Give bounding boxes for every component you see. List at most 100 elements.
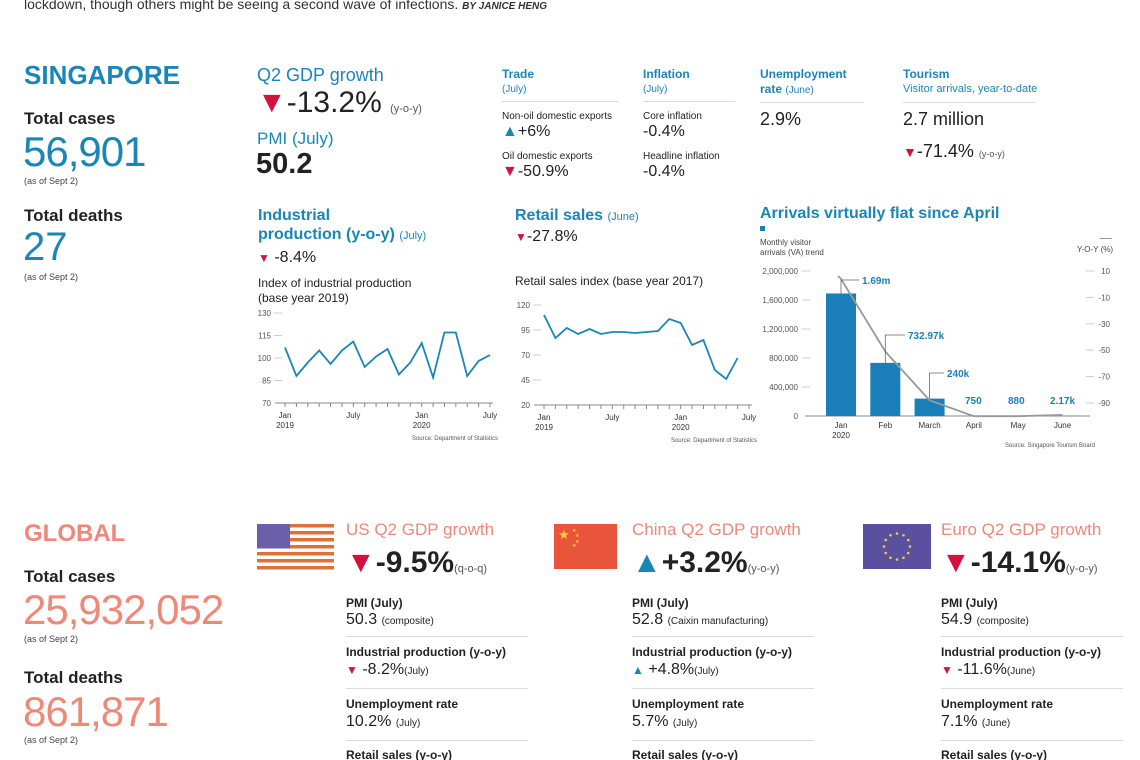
y-tick-label: 2,000,000 [762,267,798,276]
bar-legend-swatch [760,226,765,231]
y-tick-label: 100 [258,354,272,363]
china-flag-icon: ★ ★★★★ [554,524,617,569]
sg-gdp: ▼-13.2% (y-o-y) [257,86,422,120]
value: -11.6% [957,661,1007,678]
value: 7.1% [941,713,978,730]
y-tick-label: 20 [521,401,530,410]
value: -8.4% [274,249,317,266]
x-tick-label: July [346,411,360,420]
line-legend-swatch [1100,238,1112,239]
eu-star [889,533,892,537]
region-ip: ▼ -11.6%(June) [941,661,1035,679]
region-gdp-title: Euro Q2 GDP growth [941,520,1102,539]
y2-tick-label: -50 [1098,346,1110,355]
region-gdp: ▲+3.2%(y-o-y) [632,546,779,580]
sg-gdp-unit: (y-o-y) [390,103,422,115]
tourism-label: Tourism [903,67,950,81]
data-label: 732.97k [908,331,945,342]
value: 10.2% [346,713,392,730]
sg-gdp-label: Q2 GDP growth [257,65,384,85]
region-ip-label: Industrial production (y-o-y) [632,645,792,659]
x-tick-sublabel: 2020 [672,423,690,432]
data-label: 240k [947,369,970,380]
svg-text:★: ★ [575,533,580,539]
divider [632,740,814,741]
region-pmi-label: PMI (July) [346,596,403,610]
us-flag-icon [257,524,334,570]
retail-chart-title: Retail sales index (base year 2017) [515,274,704,288]
x-tick-label: July [483,411,497,420]
value: -50.9% [517,163,569,180]
period: (June) [785,85,814,96]
value: 52.8 [632,611,664,628]
region-retail-label: Retail sales (y-o-y) [941,748,1048,760]
y-tick-label: 1,600,000 [762,296,798,305]
sg-pmi-label: PMI (July) [257,129,334,148]
region-pmi-label: PMI (July) [941,596,998,610]
region-pmi: 54.9 (composite) [941,611,1029,629]
region-pmi-label: PMI (July) [632,596,689,610]
intro-sentence: lockdown, though others might be seeing … [24,0,459,12]
x-tick-label: Jan [674,413,687,422]
sg-cases-value: 56,901 [23,128,146,175]
bar [870,362,901,416]
trade-period: (July) [502,84,527,95]
unit: (y-o-y) [978,149,1005,159]
down-triangle-icon: ▼ [257,86,287,119]
trade-item-value: ▼-50.9% [502,163,569,181]
note: (July) [672,718,698,729]
industrial-chart-subtitle: (base year 2019) [258,291,349,305]
sg-deaths-value: 27 [23,225,68,269]
divider [941,688,1123,689]
unit: (y-o-y) [747,563,780,575]
series-line [284,331,491,381]
region-pmi: 52.8 (Caixin manufacturing) [632,611,768,629]
divider [941,636,1123,637]
eu-star [906,551,910,555]
y2-tick-label: 10 [1101,267,1110,276]
down-triangle-icon: ▼ [903,144,917,160]
eu-flag-icon [863,524,931,569]
eu-star [882,545,886,548]
y2-tick-label: -70 [1098,373,1110,382]
svg-text:★: ★ [575,539,580,545]
left-axis-label: Monthly visitor [760,238,812,247]
yoy-line [837,275,1063,418]
eu-star [902,533,905,537]
value: +6% [517,123,551,140]
value: 5.7% [632,713,669,730]
y-tick-label: 130 [258,309,272,318]
divider [903,102,1036,103]
region-gdp: ▼-9.5%(q-o-q) [346,546,487,580]
industrial-title-2: production (y-o-y) (July) [258,226,426,244]
unemployment-label-2: rate (June) [760,82,814,96]
eu-star [902,556,905,560]
unit: (y-o-y) [1065,563,1098,575]
trade-item-value: ▲+6% [502,123,550,141]
tourism-sublabel: Visitor arrivals, year-to-date [903,83,1038,95]
title: production (y-o-y) [258,226,395,243]
trade-item-label: Oil domestic exports [502,151,593,162]
global-heading: GLOBAL [24,520,126,547]
note: (July) [694,666,719,677]
svg-text:★: ★ [572,543,577,549]
divider [346,636,528,637]
x-tick-sublabel: 2019 [535,423,553,432]
y2-tick-label: -10 [1098,293,1110,302]
region-ue-label: Unemployment rate [632,697,745,711]
divider [346,688,528,689]
inflation-label: Inflation [643,67,690,81]
global-cases-label: Total cases [24,567,116,586]
region-ue: 5.7% (July) [632,713,697,731]
x-tick-sublabel: 2020 [413,421,431,430]
y-tick-label: 85 [262,377,271,386]
title: Retail sales [515,207,604,224]
x-tick-label: Jan [538,413,551,422]
note: (composite) [976,616,1029,627]
data-label: 1.69m [862,276,890,287]
value: 54.9 [941,611,973,628]
industrial-chart-title: Index of industrial production [258,276,412,290]
y-tick-label: 800,000 [769,354,798,363]
eu-star [884,538,888,542]
